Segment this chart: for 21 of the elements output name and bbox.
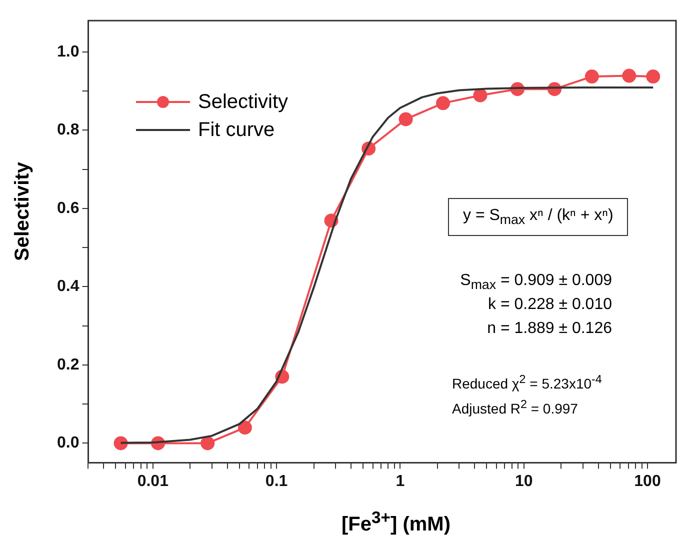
- y-tick-label: 0.0: [56, 434, 80, 452]
- x-tick-label: 0.01: [137, 472, 169, 490]
- y-tick-label: 0.8: [56, 122, 80, 139]
- y-tick-label: 0.2: [56, 356, 80, 374]
- y-tick-label: 0.4: [56, 278, 80, 296]
- x-tick-label: 0.1: [265, 472, 288, 490]
- x-tick-label: 100: [634, 472, 661, 490]
- annotation: y = S$_{max}$ xⁿ / (kⁿ + xⁿ): [448, 198, 628, 236]
- annotation: n = 1.889 ± 0.126: [486, 320, 612, 338]
- y-tick-label: 1.0: [56, 43, 80, 60]
- annotation: Adjusted R$^{2}$ = 0.997: [452, 398, 578, 417]
- legend-label: Selectivity: [198, 90, 288, 114]
- x-tick-label: 10: [514, 472, 533, 490]
- annotation: k = 0.228 ± 0.010: [487, 296, 612, 314]
- x-tick-label: 1: [396, 472, 405, 490]
- annotation: S$_{max}$ = 0.909 ± 0.009: [459, 272, 612, 292]
- annotation: Reduced χ$^{2}$ = 5.23x10$^{-4}$: [452, 373, 602, 392]
- legend-label: Fit curve: [198, 118, 275, 142]
- x-axis-title: [Fe$^{3+}$] (mM): [340, 507, 452, 538]
- y-tick-label: 0.6: [56, 200, 80, 217]
- y-axis-title: Selectivity: [12, 162, 34, 261]
